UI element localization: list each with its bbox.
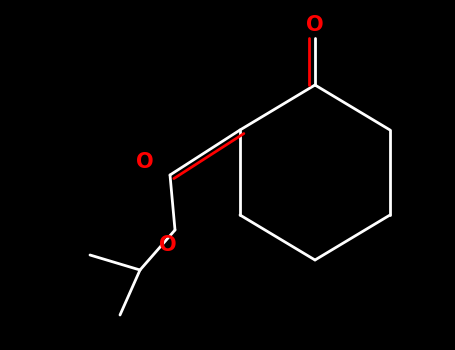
Text: O: O [136, 152, 154, 172]
Text: O: O [159, 235, 177, 255]
Text: O: O [306, 15, 324, 35]
